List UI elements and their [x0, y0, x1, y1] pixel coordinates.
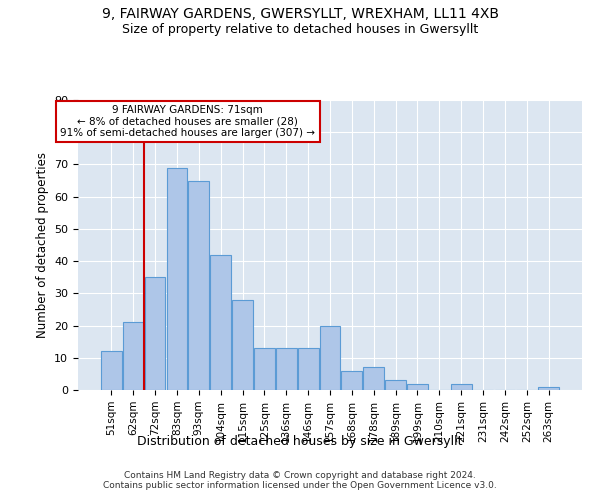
Text: Distribution of detached houses by size in Gwersyllt: Distribution of detached houses by size … [137, 435, 463, 448]
Text: 9 FAIRWAY GARDENS: 71sqm
← 8% of detached houses are smaller (28)
91% of semi-de: 9 FAIRWAY GARDENS: 71sqm ← 8% of detache… [61, 105, 316, 138]
Bar [407, 384, 428, 390]
Text: Contains HM Land Registry data © Crown copyright and database right 2024.: Contains HM Land Registry data © Crown c… [124, 471, 476, 480]
Bar [341, 370, 362, 390]
Bar [320, 326, 340, 390]
Bar [210, 254, 231, 390]
Bar [232, 300, 253, 390]
Bar [167, 168, 187, 390]
Bar [451, 384, 472, 390]
Text: Contains public sector information licensed under the Open Government Licence v3: Contains public sector information licen… [103, 481, 497, 490]
Bar [188, 180, 209, 390]
Bar [123, 322, 143, 390]
Text: 9, FAIRWAY GARDENS, GWERSYLLT, WREXHAM, LL11 4XB: 9, FAIRWAY GARDENS, GWERSYLLT, WREXHAM, … [101, 8, 499, 22]
Bar [145, 277, 166, 390]
Text: Size of property relative to detached houses in Gwersyllt: Size of property relative to detached ho… [122, 22, 478, 36]
Bar [298, 348, 319, 390]
Bar [364, 368, 384, 390]
Bar [101, 352, 122, 390]
Bar [254, 348, 275, 390]
Bar [385, 380, 406, 390]
Bar [276, 348, 296, 390]
Bar [538, 387, 559, 390]
Y-axis label: Number of detached properties: Number of detached properties [35, 152, 49, 338]
